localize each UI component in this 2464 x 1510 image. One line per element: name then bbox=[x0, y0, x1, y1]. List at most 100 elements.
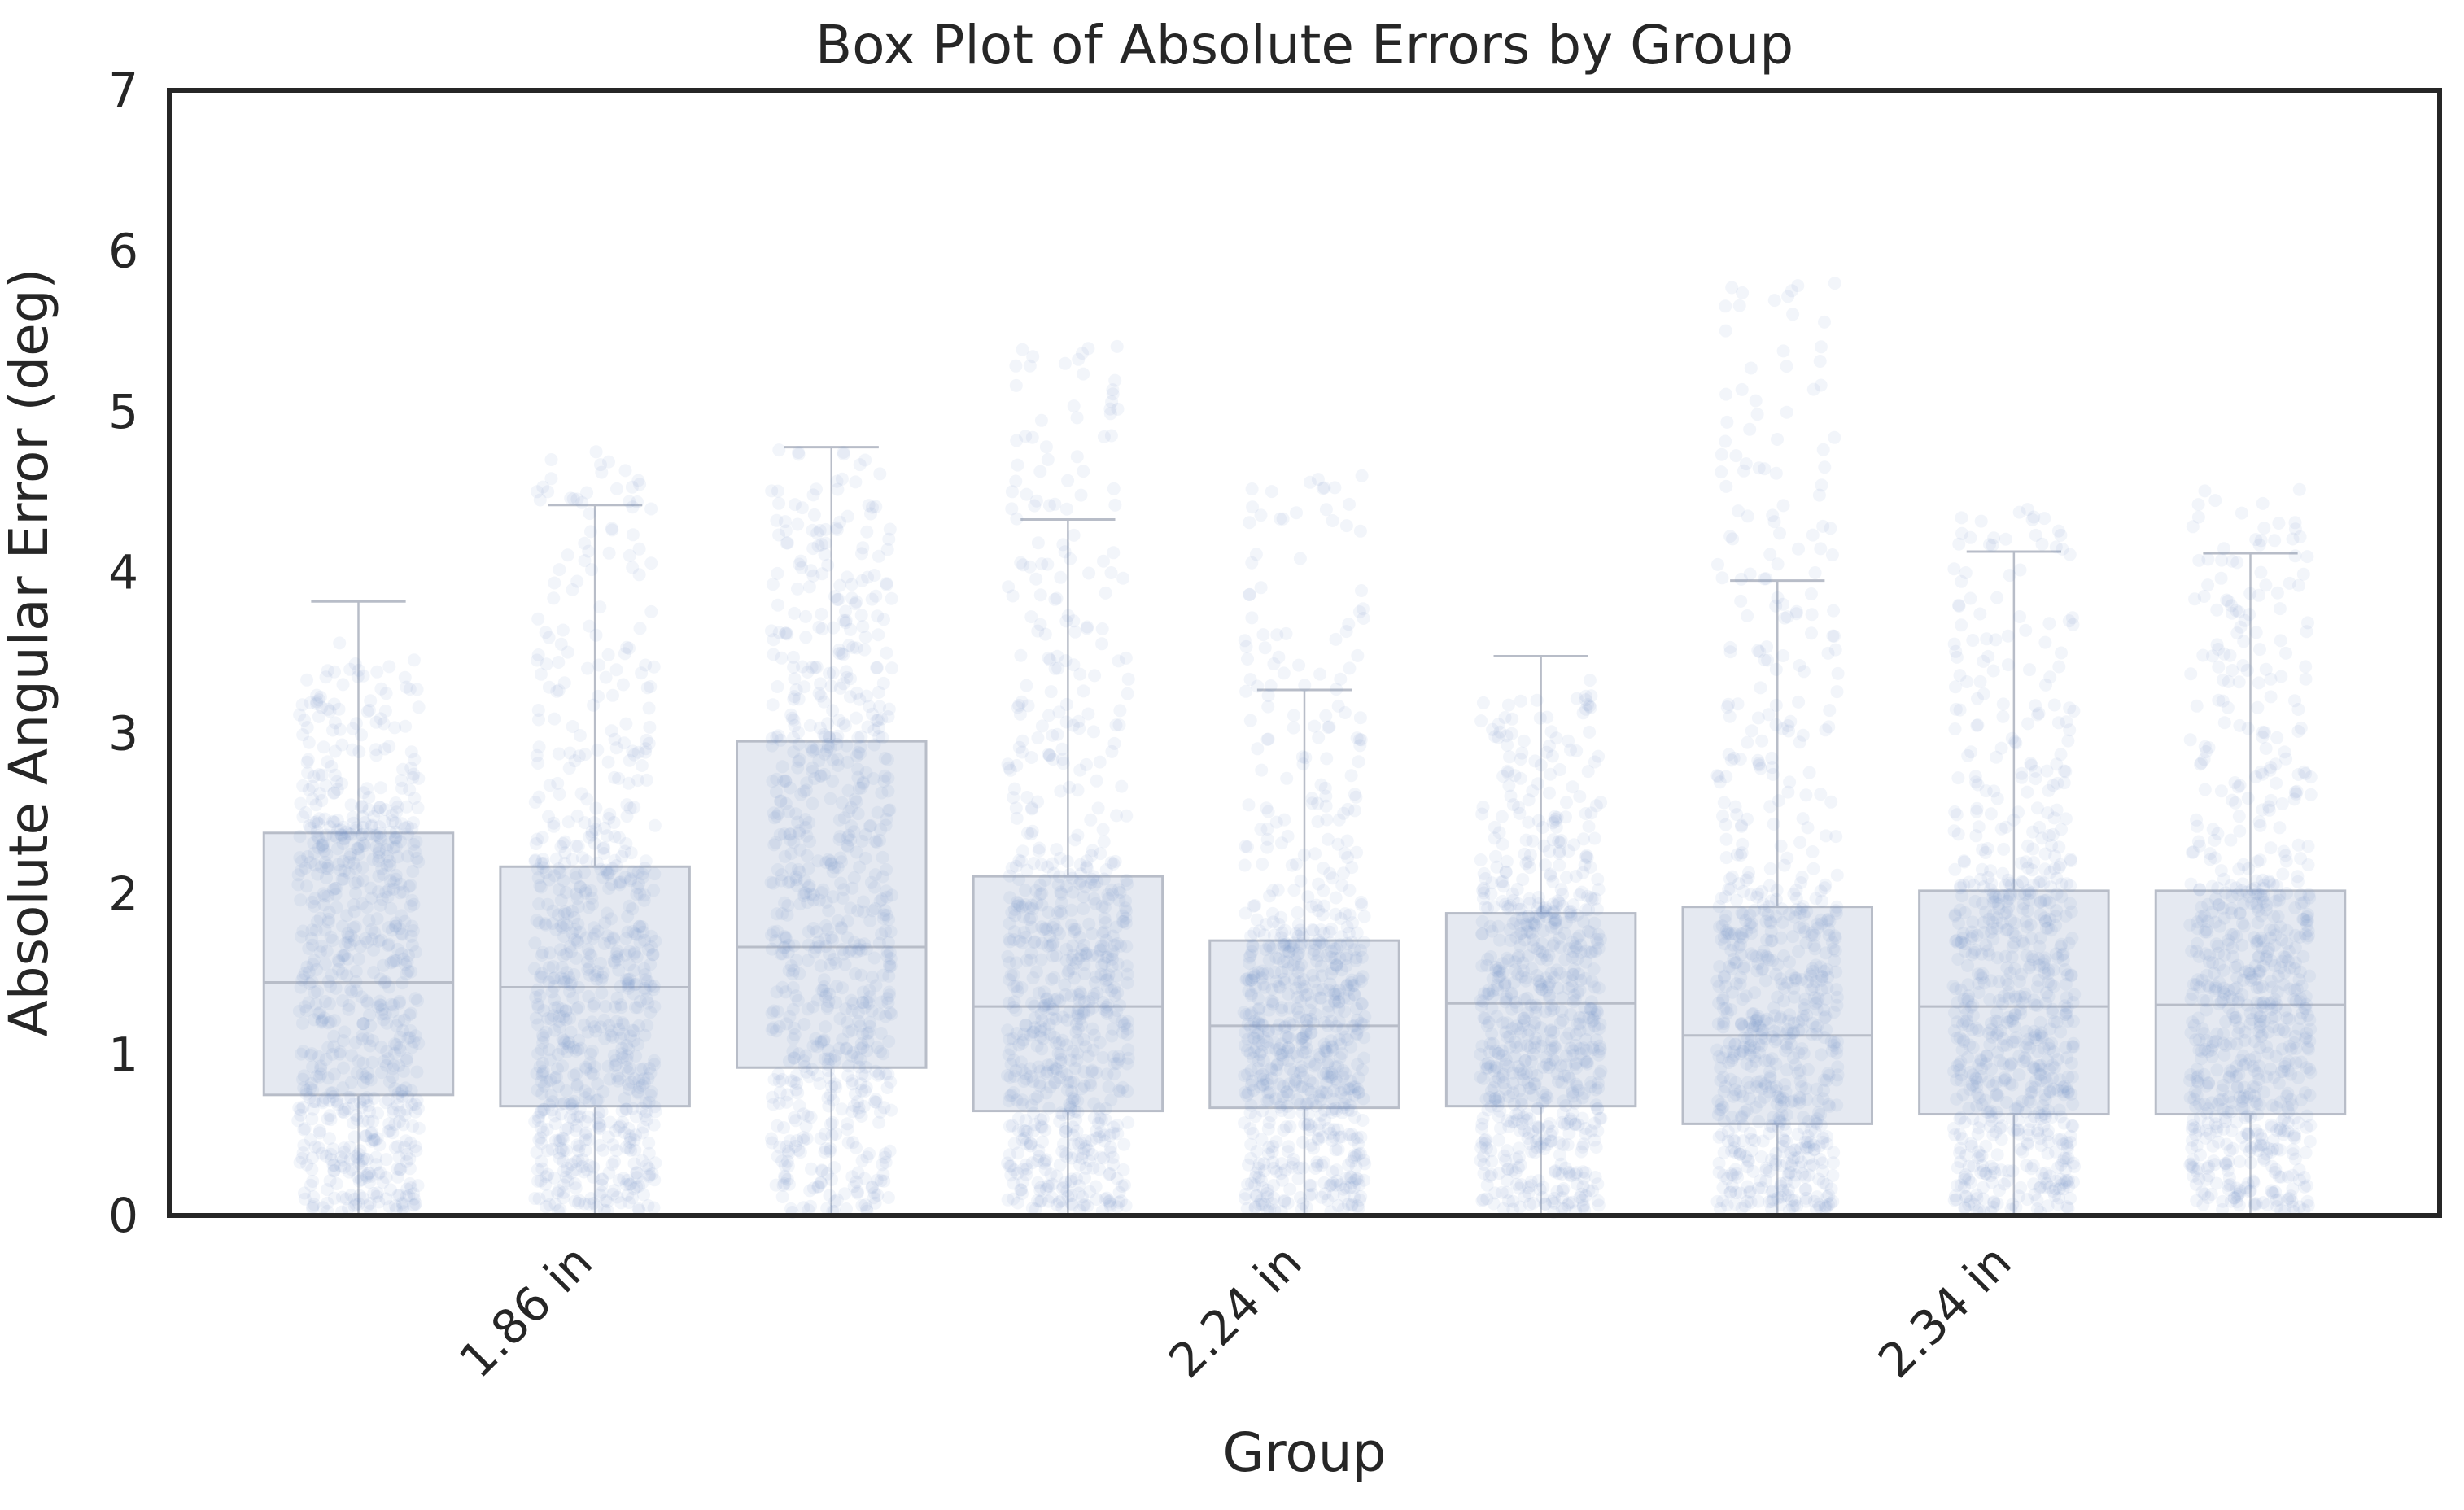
data-point bbox=[552, 1184, 566, 1198]
data-point bbox=[1547, 904, 1561, 918]
data-point bbox=[841, 783, 855, 797]
data-point bbox=[644, 556, 658, 570]
data-point bbox=[863, 819, 877, 832]
data-point bbox=[593, 1122, 607, 1136]
data-point bbox=[582, 1197, 596, 1211]
data-point bbox=[817, 727, 831, 741]
data-point bbox=[321, 1041, 335, 1054]
data-point bbox=[602, 1166, 616, 1180]
data-point bbox=[870, 661, 884, 674]
data-point bbox=[1281, 1145, 1295, 1159]
data-point bbox=[553, 1151, 566, 1165]
data-point bbox=[1087, 725, 1100, 739]
data-point bbox=[1107, 736, 1121, 750]
data-point bbox=[1527, 918, 1541, 931]
data-point bbox=[328, 882, 342, 895]
data-point bbox=[1531, 1174, 1545, 1188]
data-point bbox=[824, 958, 837, 971]
data-point bbox=[537, 857, 550, 871]
data-point bbox=[778, 849, 792, 863]
box-group-0 bbox=[262, 600, 455, 1219]
data-point bbox=[565, 1166, 579, 1180]
data-point bbox=[391, 1090, 404, 1104]
data-point bbox=[623, 495, 636, 508]
data-point bbox=[867, 723, 881, 737]
data-point bbox=[363, 1039, 377, 1053]
data-point bbox=[605, 862, 619, 875]
data-point bbox=[1356, 1063, 1369, 1077]
data-point bbox=[644, 1085, 658, 1099]
data-point bbox=[352, 1054, 365, 1068]
data-point bbox=[609, 1058, 623, 1071]
data-point bbox=[1357, 1051, 1371, 1065]
data-point bbox=[362, 803, 376, 817]
data-point bbox=[1255, 1173, 1268, 1187]
data-point bbox=[1519, 974, 1533, 988]
data-point bbox=[1474, 999, 1488, 1013]
data-point bbox=[404, 1136, 417, 1150]
data-point bbox=[846, 640, 860, 654]
data-point bbox=[306, 1102, 320, 1116]
data-point bbox=[633, 887, 647, 901]
data-point bbox=[1514, 771, 1527, 785]
data-point bbox=[1292, 658, 1306, 672]
data-point bbox=[390, 1019, 403, 1032]
data-point bbox=[330, 1093, 343, 1107]
data-point bbox=[308, 892, 322, 906]
data-point bbox=[331, 954, 345, 967]
data-point bbox=[632, 1074, 646, 1088]
data-point bbox=[880, 753, 894, 766]
data-point bbox=[583, 1159, 596, 1172]
data-point bbox=[365, 1134, 378, 1148]
data-point bbox=[323, 997, 336, 1010]
data-point bbox=[1077, 1006, 1090, 1020]
data-point bbox=[1577, 1137, 1591, 1151]
data-point bbox=[789, 870, 803, 884]
data-point bbox=[353, 1095, 367, 1109]
data-point bbox=[356, 669, 370, 683]
data-point bbox=[601, 866, 614, 879]
data-point bbox=[839, 604, 852, 618]
data-point bbox=[814, 1035, 828, 1049]
data-point bbox=[598, 1032, 612, 1045]
data-point bbox=[381, 1124, 395, 1138]
data-point bbox=[1715, 447, 1728, 461]
data-point bbox=[627, 1182, 641, 1196]
data-point bbox=[1539, 1198, 1553, 1211]
data-point bbox=[1042, 651, 1055, 665]
data-point bbox=[310, 815, 324, 829]
data-point bbox=[845, 993, 858, 1007]
data-point bbox=[1009, 359, 1023, 373]
data-point bbox=[871, 609, 885, 623]
data-point bbox=[588, 997, 601, 1010]
data-point bbox=[544, 472, 558, 486]
data-point bbox=[357, 1152, 371, 1166]
data-point bbox=[627, 947, 641, 961]
data-point bbox=[881, 1067, 895, 1081]
data-point bbox=[1340, 936, 1354, 950]
data-point bbox=[356, 1067, 369, 1081]
data-point bbox=[619, 1060, 633, 1074]
data-point bbox=[599, 1000, 613, 1013]
data-point bbox=[810, 1068, 824, 1082]
data-point bbox=[602, 811, 616, 825]
data-point bbox=[612, 1023, 626, 1036]
data-point bbox=[819, 522, 832, 536]
data-point bbox=[548, 712, 561, 726]
data-point bbox=[566, 492, 580, 506]
data-point bbox=[850, 1185, 864, 1198]
data-point bbox=[590, 1200, 604, 1214]
data-point bbox=[312, 812, 326, 826]
data-point bbox=[617, 1172, 631, 1185]
data-point bbox=[566, 720, 579, 733]
data-point bbox=[1780, 405, 1793, 419]
data-point bbox=[626, 1023, 640, 1037]
data-point bbox=[386, 1106, 400, 1119]
data-point bbox=[531, 1018, 545, 1032]
data-point bbox=[772, 528, 786, 542]
data-point bbox=[1037, 985, 1051, 999]
data-point bbox=[376, 1176, 390, 1189]
data-point bbox=[393, 1030, 407, 1044]
data-point bbox=[770, 730, 784, 744]
data-point bbox=[640, 1019, 654, 1032]
